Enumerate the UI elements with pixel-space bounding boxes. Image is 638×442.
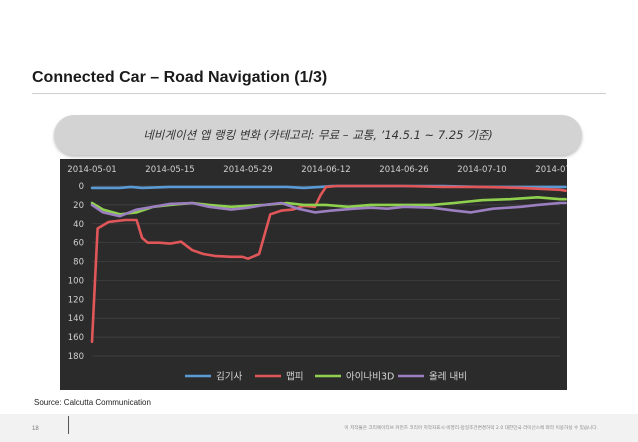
y-axis-ticks: 0 20 40 60 80 100 120 140 160 180 — [68, 182, 84, 362]
legend-label: 김기사 — [216, 371, 242, 383]
y-tick-label: 140 — [68, 314, 84, 324]
license-notice: 이 저작물은 크리에이티브 커먼즈 코리아 저작자표시-비영리-동일조건변경허락… — [344, 426, 598, 431]
x-tick-label: 2014-05-15 — [145, 165, 194, 175]
subtitle-banner: 네비게이션 앱 랭킹 변화 (카테고리: 무료 – 교통, ’14.5.1 ~ … — [54, 115, 582, 155]
y-tick-label: 20 — [73, 201, 84, 211]
footer-bar — [0, 414, 638, 442]
y-tick-label: 40 — [73, 220, 84, 230]
title-divider — [32, 93, 606, 94]
y-tick-label: 180 — [68, 352, 84, 362]
y-tick-label: 80 — [73, 258, 84, 268]
y-tick-label: 60 — [73, 239, 84, 249]
x-tick-label: 2014-06-26 — [379, 165, 428, 175]
subtitle-text: 네비게이션 앱 랭킹 변화 (카테고리: 무료 – 교통, ’14.5.1 ~ … — [143, 128, 493, 142]
chart-legend: 김기사 맵피 아이나비3D 올레 내비 — [185, 371, 467, 383]
series-line-4 — [90, 201, 567, 218]
y-tick-label: 120 — [68, 295, 84, 305]
x-tick-label: 2014-05-29 — [223, 165, 272, 175]
chart-series — [90, 184, 567, 344]
page-number: 18 — [32, 426, 39, 432]
x-tick-label: 2014-06-12 — [301, 165, 350, 175]
footer-divider — [68, 416, 69, 434]
x-tick-label: 2014-07-10 — [457, 165, 506, 175]
x-tick-label: 2014-07-24 — [535, 165, 567, 175]
chart-background — [60, 159, 567, 390]
x-axis-ticks: 2014-05-01 2014-05-15 2014-05-29 2014-06-12… — [67, 165, 567, 175]
slide-title: Connected Car – Road Navigation (1/3) — [32, 69, 328, 86]
y-tick-label: 0 — [79, 182, 84, 192]
legend-label: 올레 내비 — [429, 372, 467, 383]
series-line-2 — [90, 184, 567, 344]
x-tick-label: 2014-05-01 — [67, 165, 116, 175]
legend-label: 아이나비3D — [346, 372, 394, 383]
y-tick-label: 100 — [68, 276, 84, 286]
ranking-line-chart: 2014-05-01 2014-05-15 2014-05-29 2014-06-12… — [60, 159, 567, 390]
y-tick-label: 160 — [68, 333, 84, 343]
legend-label: 맵피 — [286, 371, 303, 383]
source-note: Source: Calcutta Communication — [34, 398, 151, 407]
